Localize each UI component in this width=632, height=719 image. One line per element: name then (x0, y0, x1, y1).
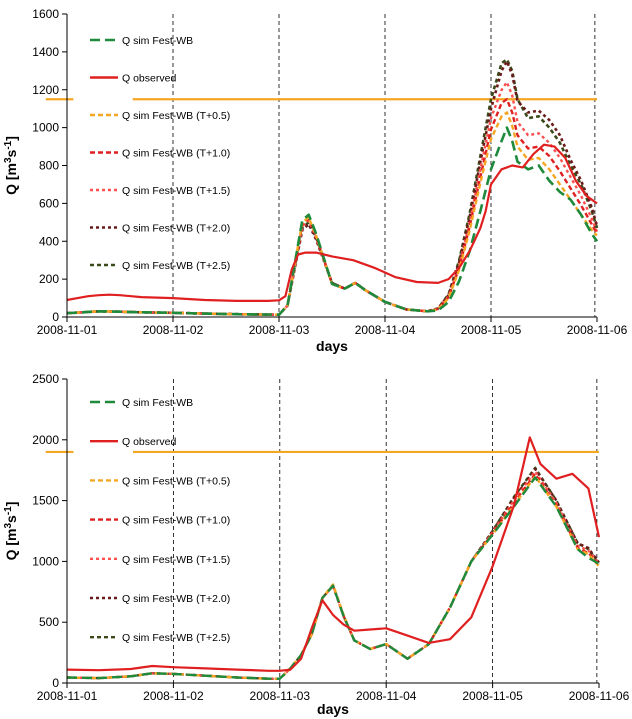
legend-entry-label: Q sim Fest-WB (T+0.5) (122, 475, 230, 487)
legend-entry-label: Q sim Fest-WB (T+1.5) (122, 185, 230, 197)
series-line (66, 470, 600, 680)
y-tick-label: 1000 (32, 121, 59, 135)
x-tick-label: 2008-11-02 (143, 323, 204, 337)
x-axis-label: days (317, 701, 349, 717)
series-line (66, 472, 600, 680)
legend-entry-label: Q sim Fest-WB (T+2.5) (122, 632, 230, 644)
legend-entry-label: Q sim Fest-WB (122, 35, 193, 47)
x-tick-label: 2008-11-04 (355, 323, 416, 337)
x-tick-label: 2008-11-06 (567, 323, 628, 337)
legend-entry-label: Q sim Fest-WB (T+1.0) (122, 148, 230, 160)
y-axis-label: Q [m3s-1] (3, 502, 20, 561)
x-tick-label: 2008-11-04 (356, 689, 417, 703)
y-axis-label-part: ] (3, 502, 19, 507)
x-tick-label: 2008-11-03 (249, 323, 310, 337)
y-axis-label: Q [m3s-1] (3, 136, 20, 195)
x-tick-label: 2008-11-01 (37, 689, 98, 703)
y-tick-label: 1500 (32, 494, 59, 508)
y-tick-label: 0 (52, 676, 59, 690)
x-tick-label: 2008-11-01 (37, 323, 98, 337)
legend-entry-label: Q sim Fest-WB (122, 397, 193, 409)
y-tick-label: 0 (52, 310, 59, 324)
legend-entry-label: Q sim Fest-WB (T+2.0) (122, 593, 230, 605)
legend-entry-label: Q sim Fest-WB (T+1.5) (122, 554, 230, 566)
x-tick-label: 2008-11-05 (462, 689, 523, 703)
y-tick-label: 600 (39, 196, 59, 210)
y-tick-label: 2500 (32, 372, 59, 386)
series-line (66, 475, 600, 680)
y-tick-label: 200 (39, 272, 59, 286)
y-axis-label-part: 3 (3, 523, 14, 529)
x-axis-label: days (316, 338, 348, 354)
y-tick-label: 2000 (32, 433, 59, 447)
y-tick-label: 800 (39, 159, 59, 173)
legend-entry-label: Q sim Fest-WB (T+0.5) (122, 110, 230, 122)
y-tick-label: 400 (39, 234, 59, 248)
y-tick-label: 1200 (32, 83, 59, 97)
y-axis-label-part: Q [m (3, 529, 19, 561)
y-axis-label-part: Q [m (3, 163, 19, 195)
x-tick-label: 2008-11-06 (569, 689, 630, 703)
y-axis-label-part: s (3, 149, 19, 157)
y-axis-label-part: ] (3, 136, 19, 141)
y-tick-label: 1400 (32, 45, 59, 59)
x-tick-label: 2008-11-03 (250, 689, 311, 703)
chart-panel-2: 0 500 1000 1500 2000 2500 2008-11-01 2008-11-02… (3, 372, 630, 717)
y-axis-label-part: -1 (3, 140, 14, 149)
y-tick-label: 1000 (32, 554, 59, 568)
y-axis-label-part: s (3, 515, 19, 523)
x-tick-label: 2008-11-02 (143, 689, 204, 703)
series-line (66, 111, 598, 316)
legend-entry-label: Q observed (122, 436, 176, 448)
y-axis-label-part: 3 (3, 157, 14, 163)
series-line (66, 476, 600, 680)
y-axis-label-part: -1 (3, 506, 14, 515)
y-tick-label: 500 (39, 615, 59, 629)
legend-entry-label: Q sim Fest-WB (T+1.0) (122, 515, 230, 527)
y-tick-label: 1600 (32, 7, 59, 21)
chart-panel-1: 0 200 400 600 800 1000 1200 1400 1600 2008-11-01 2… (3, 7, 628, 354)
legend-entry-label: Q observed (122, 73, 176, 85)
legend-entry-label: Q sim Fest-WB (T+2.5) (122, 260, 230, 272)
series-line (66, 436, 601, 672)
legend-entry-label: Q sim Fest-WB (T+2.0) (122, 223, 230, 235)
x-tick-label: 2008-11-05 (461, 323, 522, 337)
series-line (66, 143, 598, 302)
